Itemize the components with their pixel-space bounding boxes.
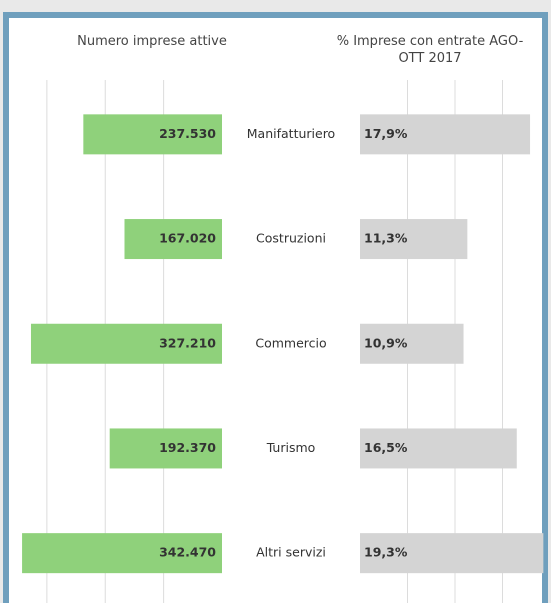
value-label: 192.370	[159, 440, 216, 455]
bar	[22, 533, 223, 574]
category-label: Commercio	[255, 335, 326, 350]
value-label: 19,3%	[364, 545, 408, 560]
value-label: 167.020	[159, 231, 216, 246]
value-label: 342.470	[159, 545, 216, 560]
value-label: 327.210	[159, 335, 216, 350]
category-label: Costruzioni	[256, 231, 326, 246]
bar	[360, 533, 544, 574]
bar	[83, 114, 223, 155]
value-label: 11,3%	[364, 231, 408, 246]
right-header: % Imprese con entrate AGO-OTT 2017	[336, 34, 524, 66]
bar	[360, 323, 464, 364]
category-label: Altri servizi	[256, 545, 326, 560]
bar	[360, 114, 531, 155]
frame	[3, 12, 548, 603]
value-label: 237.530	[159, 126, 216, 141]
left-header: Numero imprese attive	[77, 34, 227, 49]
value-label: 17,9%	[364, 126, 408, 141]
bar	[360, 428, 517, 469]
category-label: Turismo	[266, 440, 316, 455]
bar	[30, 323, 223, 364]
category-label: Manifatturiero	[247, 126, 335, 141]
value-label: 10,9%	[364, 335, 408, 350]
bar	[360, 219, 468, 260]
value-label: 16,5%	[364, 440, 408, 455]
bar	[124, 219, 222, 260]
bar	[109, 428, 222, 469]
